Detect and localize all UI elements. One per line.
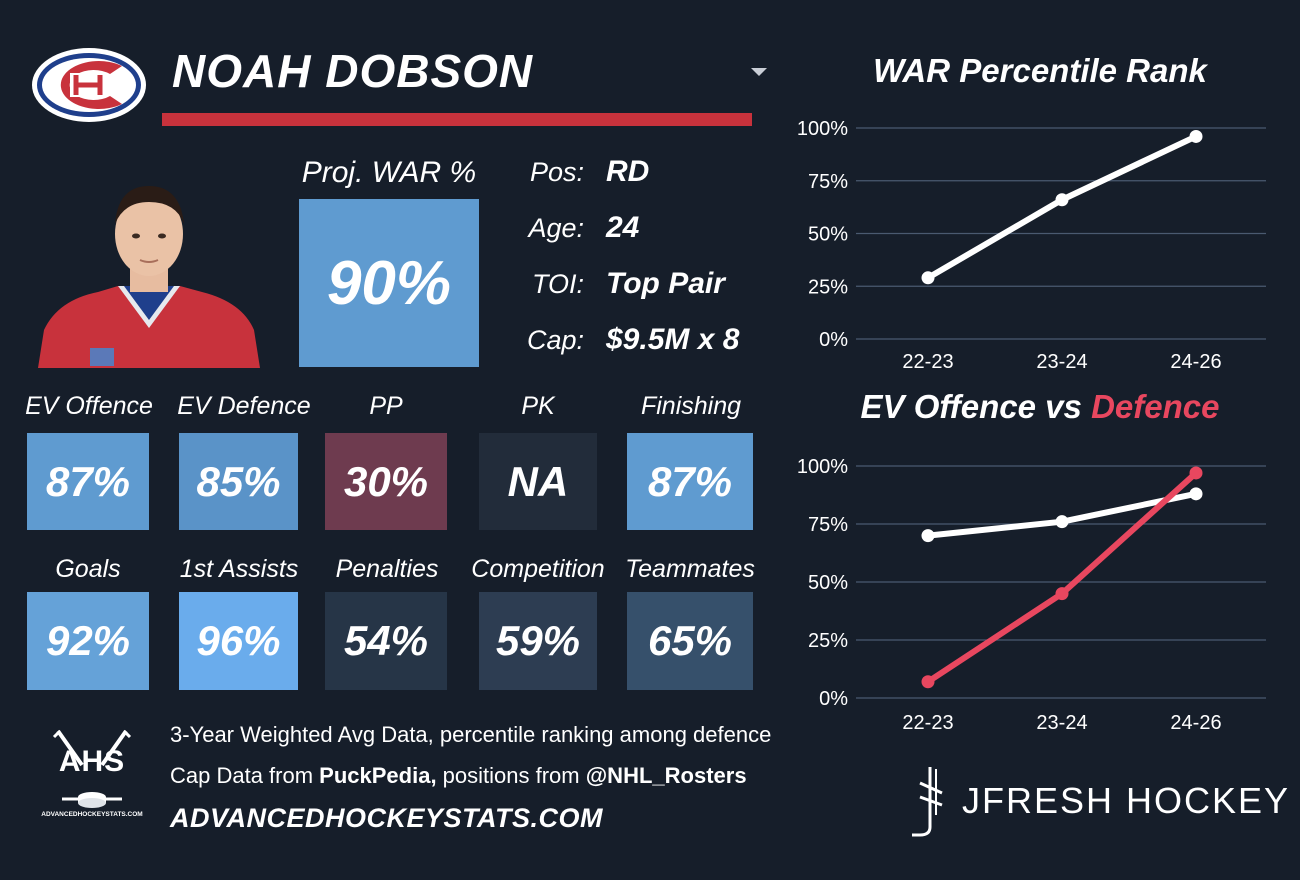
tile-1st-assists: 96% [179, 592, 298, 690]
chart1-ytick-label: 50% [808, 224, 848, 246]
footer-note-2a: Cap Data from [170, 763, 320, 788]
chart1-series-0-line [926, 133, 1198, 281]
footer-note-2c: positions from [436, 763, 586, 788]
canadiens-logo-icon [32, 48, 146, 122]
tile-label-1st-assists: 1st Assists [179, 555, 299, 583]
chart2-series-1-point [921, 675, 935, 689]
info-value-age: 24 [606, 211, 640, 244]
tile-ev-defence: 85% [179, 433, 298, 530]
chart2-xtick-label: 23-24 [1036, 712, 1087, 734]
footer-note-2: Cap Data from PuckPedia, positions from … [170, 763, 747, 789]
chart2-series-1-point [1189, 466, 1203, 480]
info-key-toi: TOI: [531, 269, 584, 299]
player-name: NOAH DOBSON [172, 45, 534, 97]
ahs-logo-subtext: ADVANCEDHOCKEYSTATS.COM [41, 811, 143, 818]
chart2-title: EV Offence vs Defence [790, 388, 1290, 426]
chart1-ytick-label: 75% [808, 171, 848, 193]
chart1-ytick-label: 0% [819, 329, 848, 351]
info-value-cap: $9.5M x 8 [606, 323, 740, 356]
chart1-series-0-point [1189, 129, 1203, 143]
chart1-series-0-point [921, 271, 935, 285]
chart2-xtick-label: 22-23 [902, 712, 953, 734]
tile-value: 65% [647, 617, 733, 664]
player-photo [38, 180, 260, 368]
tile-value: 30% [343, 457, 429, 505]
tile-ev-offence: 87% [27, 433, 149, 530]
chart2-ytick-label: 25% [808, 630, 848, 652]
tile-value: 92% [45, 617, 131, 664]
tile-competition: 59% [479, 592, 597, 690]
info-value-toi: Top Pair [606, 267, 725, 300]
footer-note-1: 3-Year Weighted Avg Data, percentile ran… [170, 722, 772, 747]
tile-pp: 30% [325, 433, 447, 530]
chart2-series-0-point [921, 529, 935, 543]
tile-label-ev-defence: EV Defence [177, 392, 311, 420]
chart2-ytick-label: 0% [819, 688, 848, 710]
info-value-pos: RD [606, 155, 650, 188]
chart2-series-0-point [1189, 487, 1203, 501]
chart2-ytick-label: 100% [797, 456, 848, 478]
player-headshot-icon [38, 186, 260, 368]
tile-label-competition: Competition [471, 555, 605, 583]
tile-goals: 92% [27, 592, 149, 690]
ahs-logo: AHS ADVANCEDHOCKEYSTATS.COM [38, 725, 146, 825]
chart2-title-a: EV Offence vs [860, 388, 1092, 425]
chart1-xtick-label: 22-23 [902, 351, 953, 373]
tile-label-finishing: Finishing [640, 392, 742, 420]
info-key-cap: Cap: [526, 325, 584, 355]
chart2-ytick-label: 75% [808, 514, 848, 536]
hockey-sticks-icon [52, 729, 132, 808]
tile-label-pp: PP [369, 392, 403, 420]
tile-pk: NA [479, 433, 597, 530]
brand-name: JFRESH HOCKEY [962, 780, 1291, 821]
tile-finishing: 87% [627, 433, 753, 530]
tile-label-goals: Goals [55, 555, 121, 583]
proj-war-tile: 90% [299, 199, 479, 367]
nhl-rosters-link[interactable]: @NHL_Rosters [585, 763, 747, 788]
proj-war-value: 90% [326, 248, 452, 318]
tile-teammates: 65% [627, 592, 753, 690]
ahs-logo-text: AHS [58, 745, 126, 778]
chart1-ytick-label: 100% [797, 118, 848, 140]
chart1-xtick-label: 23-24 [1036, 351, 1087, 373]
dropdown-caret-icon[interactable] [751, 68, 767, 76]
jfresh-logo [906, 765, 950, 837]
tile-label-penalties: Penalties [335, 555, 439, 583]
tile-value: NA [507, 457, 569, 505]
war-percentile-chart: 0% 25% 50% 75% 100% 22-23 23-24 24-26 [797, 118, 1266, 373]
ev-offence-defence-chart: 0% 25% 50% 75% 100% 22-23 23-24 24-26 [797, 456, 1266, 734]
chart2-series-0-point [1055, 515, 1069, 529]
chart1-series-0-point [1055, 193, 1069, 207]
chart2-title-b: Defence [1091, 388, 1220, 425]
name-underline [162, 113, 752, 126]
tile-value: 87% [45, 457, 131, 505]
tile-value: 85% [196, 457, 281, 505]
chart1-ytick-label: 25% [808, 276, 848, 298]
chart1-title: WAR Percentile Rank [873, 52, 1207, 89]
info-key-age: Age: [528, 213, 584, 243]
tile-penalties: 54% [325, 592, 447, 690]
tile-label-ev-offence: EV Offence [25, 392, 153, 420]
site-url[interactable]: ADVANCEDHOCKEYSTATS.COM [170, 803, 604, 833]
tile-value: 59% [495, 617, 581, 664]
tile-label-pk: PK [521, 392, 555, 420]
chart2-series-1-point [1055, 587, 1069, 601]
tile-value: 87% [647, 457, 733, 505]
tile-label-teammates: Teammates [625, 555, 755, 583]
team-logo [30, 46, 148, 124]
jfresh-stick-icon [912, 767, 943, 837]
chart2-ytick-label: 50% [808, 572, 848, 594]
proj-war-label: Proj. WAR % [301, 156, 477, 189]
tile-value: 96% [196, 617, 281, 664]
chart2-xtick-label: 24-26 [1170, 712, 1221, 734]
chart2-series-0-line [927, 490, 1197, 539]
chart1-xtick-label: 24-26 [1170, 351, 1221, 373]
tile-value: 54% [343, 617, 429, 664]
puckpedia-link[interactable]: PuckPedia, [319, 763, 437, 788]
info-key-pos: Pos: [529, 157, 584, 187]
